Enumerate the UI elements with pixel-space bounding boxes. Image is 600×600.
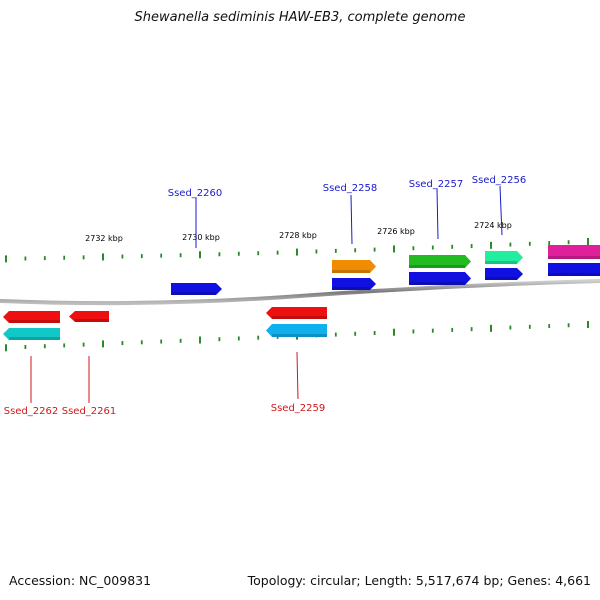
gene-label-ssed-2257[interactable]: Ssed_2257 xyxy=(409,179,464,190)
feature-red-2262[interactable] xyxy=(3,311,60,323)
gene-label-ssed-2262[interactable]: Ssed_2262 xyxy=(4,406,59,417)
feature-magenta-shade xyxy=(548,256,600,259)
gene-features xyxy=(3,245,600,340)
topology-text: Topology: circular; Length: 5,517,674 bp… xyxy=(247,573,591,588)
label-leader xyxy=(499,185,503,236)
feature-orange-shade xyxy=(332,270,370,273)
feature-blue-2256[interactable] xyxy=(485,268,523,280)
feature-cyan-2259-shade xyxy=(272,334,327,337)
feature-red-2262-shade xyxy=(9,320,60,323)
label-leader xyxy=(296,351,299,400)
gene-labels: Ssed_2260 Ssed_2258 Ssed_2257 Ssed_2256 … xyxy=(4,175,527,417)
gene-label-ssed-2258[interactable]: Ssed_2258 xyxy=(323,183,378,194)
tick-marks xyxy=(5,237,589,352)
feature-orange[interactable] xyxy=(332,260,376,273)
feature-red-2259-shade xyxy=(272,316,327,319)
feature-green-shade xyxy=(409,265,465,268)
gene-label-ssed-2256[interactable]: Ssed_2256 xyxy=(472,175,527,186)
feature-blue-upper-shade xyxy=(171,292,216,295)
feature-cyan-2259[interactable] xyxy=(266,324,327,337)
feature-teal-2262-shade xyxy=(9,337,60,340)
feature-red-2261-shade xyxy=(75,319,109,322)
scale-labels: 2732 kbp 2730 kbp 2728 kbp 2726 kbp 2724… xyxy=(85,221,512,243)
feature-magenta[interactable] xyxy=(548,245,600,259)
feature-red-2261[interactable] xyxy=(69,311,109,322)
feature-mint-shade xyxy=(485,261,517,264)
feature-green[interactable] xyxy=(409,255,471,268)
scale-label: 2730 kbp xyxy=(182,233,220,242)
scale-label: 2732 kbp xyxy=(85,234,123,243)
accession-text: Accession: NC_009831 xyxy=(9,573,152,588)
scale-label: 2728 kbp xyxy=(279,231,317,240)
scale-label: 2724 kbp xyxy=(474,221,512,230)
gene-label-ssed-2259[interactable]: Ssed_2259 xyxy=(271,403,326,414)
feature-teal-2262[interactable] xyxy=(3,328,60,340)
feature-blue-edge-shade xyxy=(548,273,600,276)
label-leader xyxy=(436,188,439,240)
feature-mint[interactable] xyxy=(485,251,523,264)
feature-blue-2257[interactable] xyxy=(409,272,471,285)
feature-blue-2258[interactable] xyxy=(332,278,376,290)
gene-label-ssed-2260[interactable]: Ssed_2260 xyxy=(168,188,223,199)
feature-blue-2256-shade xyxy=(485,277,517,280)
feature-blue-2258-shade xyxy=(332,287,370,290)
label-leader xyxy=(350,194,353,245)
feature-blue-upper[interactable] xyxy=(171,283,222,295)
map-title: Shewanella sediminis HAW-EB3, complete g… xyxy=(134,10,466,25)
gene-label-ssed-2261[interactable]: Ssed_2261 xyxy=(62,406,117,417)
feature-blue-2257-shade xyxy=(409,282,465,285)
feature-red-2259[interactable] xyxy=(266,307,327,319)
feature-blue-edge[interactable] xyxy=(548,263,600,276)
scale-label: 2726 kbp xyxy=(377,227,415,236)
genome-backbone xyxy=(0,279,600,306)
